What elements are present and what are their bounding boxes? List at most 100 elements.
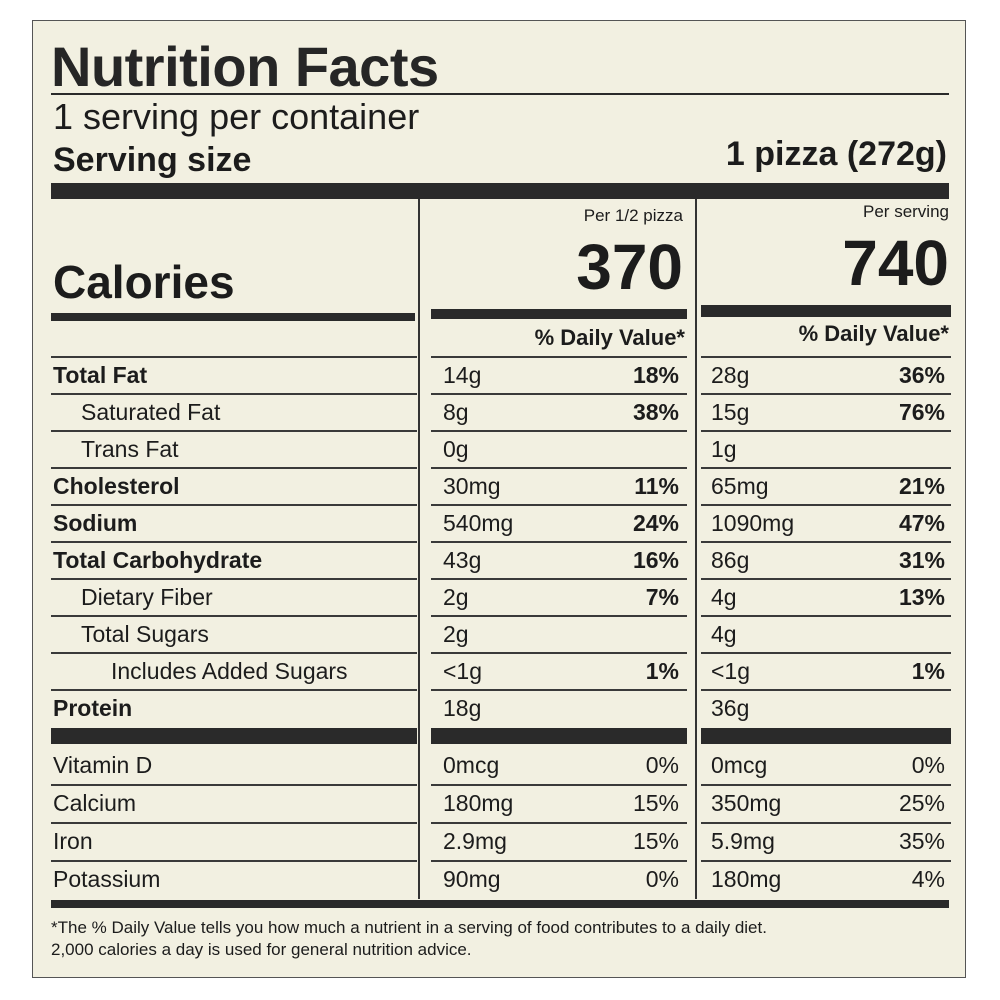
nutrient-amount-col2: 28g xyxy=(711,362,750,388)
serving-size-value: 1 pizza (272g) xyxy=(725,135,947,173)
nutrient-amount-col1: <1g xyxy=(443,658,483,684)
vitamin-dv-col2: 4% xyxy=(911,866,945,892)
row-divider xyxy=(431,578,687,580)
nutrition-facts-label: Nutrition Facts 1 serving per container … xyxy=(32,20,966,978)
row-divider xyxy=(431,615,687,617)
nutrient-amount-col1: 0g xyxy=(443,436,469,462)
nutrient-name: Total Sugars xyxy=(81,621,209,647)
row-divider xyxy=(51,689,417,691)
calories-divider-mid xyxy=(431,309,687,319)
row-divider xyxy=(701,652,951,654)
nutrient-name: Trans Fat xyxy=(81,436,179,462)
column-1-calories: 370 xyxy=(576,231,683,303)
nutrient-dv-col1: 18% xyxy=(632,362,679,388)
nutrient-amount-col2: 86g xyxy=(711,547,750,573)
vitamin-dv-col2: 25% xyxy=(898,790,945,816)
vitamin-name: Potassium xyxy=(53,866,161,892)
nutrient-amount-col1: 14g xyxy=(443,362,482,388)
nutrient-dv-col2: 47% xyxy=(898,510,945,536)
row-divider xyxy=(701,393,951,395)
row-divider xyxy=(431,541,687,543)
row-divider xyxy=(431,467,687,469)
vitamin-name: Calcium xyxy=(53,790,137,816)
row-divider xyxy=(701,430,951,432)
nutrient-dv-col1: 11% xyxy=(634,473,679,499)
row-divider xyxy=(701,467,951,469)
vitamin-dv-col2: 35% xyxy=(898,828,945,854)
calories-divider-left xyxy=(51,313,415,321)
column-2-daily-value-header: % Daily Value* xyxy=(798,321,949,346)
nutrient-amount-col1: 8g xyxy=(443,399,469,425)
nutrient-amount-col1: 2g xyxy=(443,621,469,647)
row-divider xyxy=(51,356,417,358)
row-divider xyxy=(431,689,687,691)
nutrient-dv-col2: 31% xyxy=(898,547,945,573)
vitamin-dv-col1: 15% xyxy=(632,790,679,816)
title-divider xyxy=(51,93,949,95)
nutrient-amount-col2: 4g xyxy=(711,584,737,610)
nutrient-amount-col2: 4g xyxy=(711,621,737,647)
vitamin-dv-col2: 0% xyxy=(911,752,945,778)
row-divider xyxy=(51,822,417,824)
nutrient-dv-col1: 7% xyxy=(645,584,679,610)
row-divider xyxy=(51,467,417,469)
nutrient-dv-col2: 1% xyxy=(911,658,945,684)
servings-per-container: 1 serving per container xyxy=(53,96,420,137)
vitamin-dv-col1: 15% xyxy=(632,828,679,854)
nutrient-dv-col2: 36% xyxy=(898,362,945,388)
nutrient-amount-col1: 18g xyxy=(443,695,482,721)
vitamin-amount-col1: 90mg xyxy=(443,866,501,892)
row-divider xyxy=(701,578,951,580)
nutrient-name: Dietary Fiber xyxy=(81,584,213,610)
column-separator-1 xyxy=(418,199,420,899)
nutrient-amount-col2: 1090mg xyxy=(711,510,795,536)
nutrient-amount-col1: 43g xyxy=(443,547,482,573)
row-divider xyxy=(51,615,417,617)
nutrient-name: Includes Added Sugars xyxy=(111,658,348,684)
row-divider xyxy=(431,504,687,506)
serving-size-label: Serving size xyxy=(53,141,252,179)
row-divider xyxy=(51,541,417,543)
nutrient-amount-col1: 540mg xyxy=(443,510,514,536)
nutrient-name: Total Carbohydrate xyxy=(53,547,263,573)
row-divider xyxy=(701,615,951,617)
calories-label: Calories xyxy=(53,256,235,308)
nutrient-name: Saturated Fat xyxy=(81,399,221,425)
vitamin-dv-col1: 0% xyxy=(645,752,679,778)
vitamin-amount-col2: 180mg xyxy=(711,866,782,892)
row-divider xyxy=(701,689,951,691)
column-2-calories: 740 xyxy=(842,227,949,299)
row-divider xyxy=(431,652,687,654)
column-1-daily-value-header: % Daily Value* xyxy=(534,325,685,350)
row-divider xyxy=(431,822,687,824)
vitamin-amount-col1: 180mg xyxy=(443,790,514,816)
footnote-line-1: *The % Daily Value tells you how much a … xyxy=(51,918,767,937)
bottom-divider xyxy=(51,900,949,908)
section-divider xyxy=(431,728,687,744)
row-divider xyxy=(701,860,951,862)
nutrient-name: Cholesterol xyxy=(53,473,180,499)
row-divider xyxy=(51,860,417,862)
nutrient-dv-col1: 16% xyxy=(632,547,679,573)
row-divider xyxy=(701,784,951,786)
nutrient-amount-col1: 2g xyxy=(443,584,469,610)
vitamin-amount-col1: 2.9mg xyxy=(443,828,507,854)
nutrient-amount-col2: 65mg xyxy=(711,473,769,499)
nutrient-amount-col2: 1g xyxy=(711,436,737,462)
nutrient-dv-col1: 38% xyxy=(632,399,679,425)
label-title: Nutrition Facts xyxy=(51,35,439,98)
vitamin-amount-col2: 350mg xyxy=(711,790,782,816)
footnote: *The % Daily Value tells you how much a … xyxy=(51,917,951,961)
row-divider xyxy=(701,504,951,506)
row-divider xyxy=(51,430,417,432)
nutrient-dv-col2: 76% xyxy=(898,399,945,425)
row-divider xyxy=(51,578,417,580)
nutrient-dv-col2: 21% xyxy=(898,473,945,499)
nutrient-name: Total Fat xyxy=(53,362,148,388)
row-divider xyxy=(701,822,951,824)
column-2-header: Per serving xyxy=(863,202,949,221)
serving-divider xyxy=(51,183,949,199)
row-divider xyxy=(431,784,687,786)
vitamin-amount-col2: 5.9mg xyxy=(711,828,775,854)
vitamin-name: Vitamin D xyxy=(53,752,153,778)
